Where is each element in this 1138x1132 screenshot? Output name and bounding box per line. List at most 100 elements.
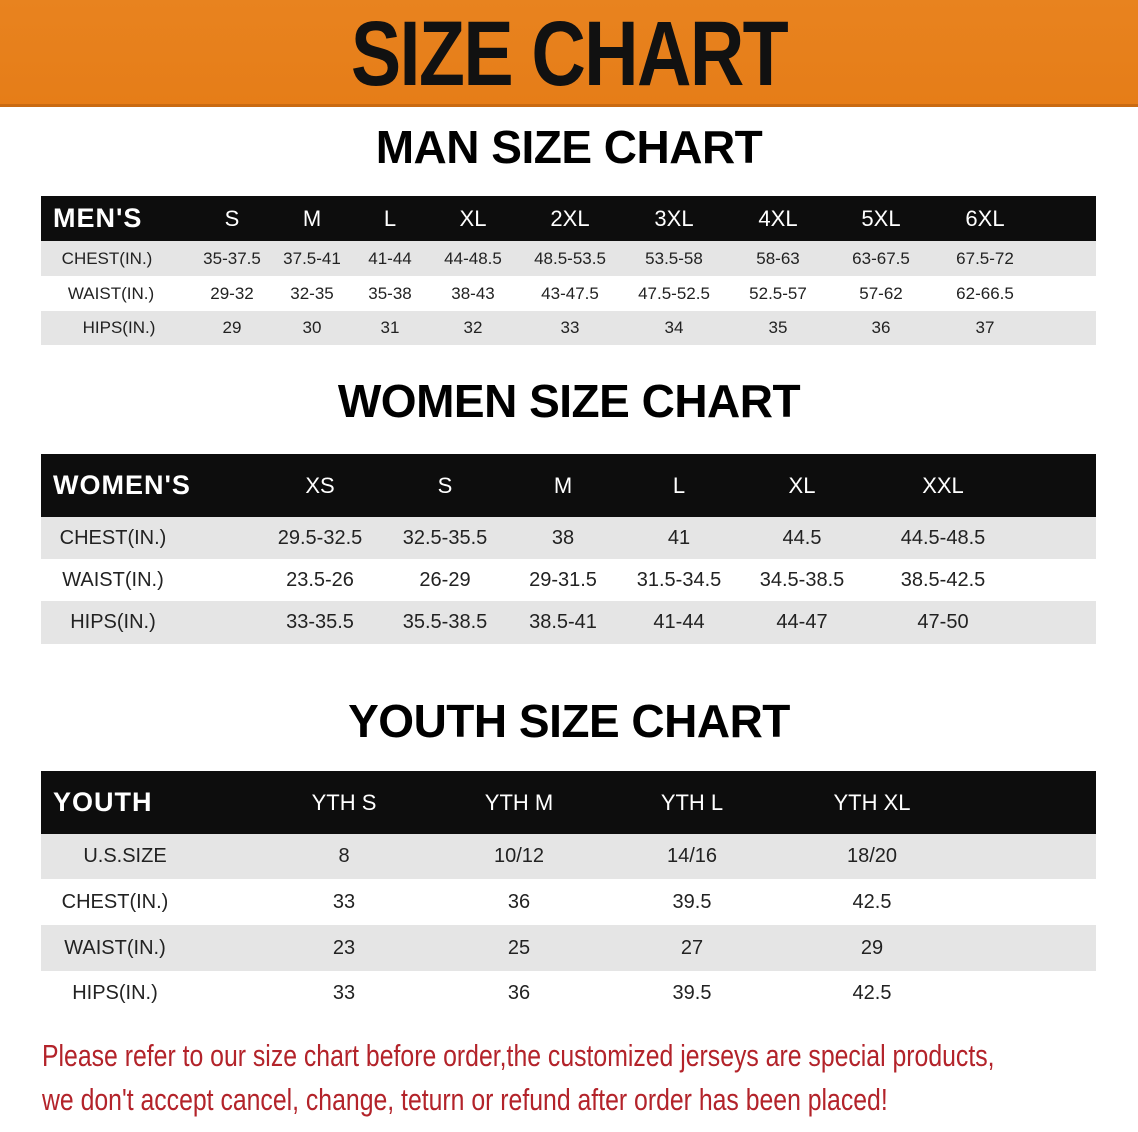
- size-header-cell: XXL: [922, 472, 964, 498]
- measurement-label: CHEST(IN.): [61, 248, 153, 268]
- size-header-cell: YTH L: [660, 789, 724, 815]
- table-cell: 44.5-48.5: [900, 526, 986, 549]
- table-cell: 33: [560, 318, 580, 337]
- table-cell: 41: [667, 526, 691, 549]
- measurement-label: WAIST(IN.): [62, 568, 164, 591]
- measurement-label: HIPS(IN.): [70, 611, 156, 633]
- size-header-cell: 2XL: [550, 205, 590, 231]
- table-row: U.S.SIZE 8 10/12 14/16 18/20: [41, 834, 1096, 879]
- measurement-label: HIPS(IN.): [82, 318, 156, 337]
- table-cell: 30: [302, 318, 322, 337]
- table-cell: 29: [860, 936, 884, 959]
- table-cell: 27: [680, 936, 704, 959]
- table-cell: 10/12: [493, 845, 545, 867]
- table-cell: 36: [507, 890, 531, 913]
- notice-line-1: Please refer to our size chart before or…: [42, 1038, 995, 1073]
- table-row: HIPS(IN.) 33 36 39.5 42.5: [41, 971, 1096, 1016]
- women-section-title: WOMEN SIZE CHART: [337, 375, 801, 427]
- table-cell: 18/20: [846, 845, 898, 867]
- table-row: CHEST(IN.) 33 36 39.5 42.5: [41, 879, 1096, 925]
- table-cell: 34.5-38.5: [759, 568, 845, 591]
- table-cell: 41-44: [368, 248, 412, 268]
- measurement-label: WAIST(IN.): [67, 283, 155, 303]
- size-header-cell: 5XL: [861, 205, 901, 231]
- table-cell: 35: [768, 318, 788, 337]
- size-header-cell: S: [224, 205, 240, 231]
- size-header-cell: XS: [305, 472, 335, 498]
- size-header-cell: 4XL: [758, 205, 798, 231]
- table-title-cell: MEN'S: [53, 203, 143, 233]
- table-cell: 23: [332, 936, 356, 959]
- size-header-cell: 3XL: [654, 205, 694, 231]
- table-cell: 29-31.5: [529, 568, 597, 591]
- table-header-row: YOUTH YTH S YTH M YTH L YTH XL: [41, 771, 1096, 834]
- youth-section-title: YOUTH SIZE CHART: [348, 695, 790, 747]
- table-cell: 23.5-26: [286, 568, 354, 591]
- table-row: HIPS(IN.) 33-35.5 35.5-38.5 38.5-41 41-44 44-…: [41, 601, 1096, 644]
- banner-title: SIZE CHART: [350, 3, 789, 105]
- size-header-cell: YTH M: [484, 789, 554, 815]
- table-cell: 33-35.5: [286, 611, 354, 633]
- table-cell: 8: [338, 845, 350, 867]
- notice-line-2: we don't accept cancel, change, teturn o…: [42, 1082, 888, 1117]
- table-title-cell: WOMEN'S: [53, 470, 191, 500]
- banner: SIZE CHART: [0, 0, 1138, 107]
- size-header-cell: YTH S: [311, 789, 377, 815]
- table-cell: 67.5-72: [956, 248, 1014, 268]
- size-header-cell: YTH XL: [833, 789, 911, 815]
- table-cell: 36: [871, 318, 891, 337]
- table-cell: 29: [222, 318, 242, 337]
- table-row: CHEST(IN.) 35-37.5 37.5-41 41-44 44-48.5 48.5…: [41, 241, 1096, 276]
- size-header-cell: XL: [459, 205, 487, 231]
- measurement-label: WAIST(IN.): [64, 936, 166, 959]
- table-cell: 63-67.5: [852, 248, 910, 268]
- table-cell: 33: [332, 982, 356, 1004]
- size-header-cell: L: [383, 205, 397, 231]
- table-cell: 38.5-41: [529, 611, 597, 633]
- table-cell: 37.5-41: [283, 248, 341, 268]
- table-row: HIPS(IN.) 29 30 31 32 33 34 35 36 37: [41, 311, 1096, 345]
- table-row: CHEST(IN.) 29.5-32.5 32.5-35.5 38 41 44.5 44.5…: [41, 517, 1096, 559]
- table-cell: 38-43: [451, 283, 495, 303]
- table-cell: 29-32: [210, 283, 254, 303]
- men-section-title: MAN SIZE CHART: [375, 121, 763, 173]
- measurement-label: CHEST(IN.): [61, 890, 169, 913]
- table-cell: 62-66.5: [956, 283, 1014, 303]
- table-cell: 43-47.5: [541, 283, 599, 303]
- table-cell: 53.5-58: [645, 248, 703, 268]
- table-cell: 57-62: [859, 283, 903, 303]
- table-cell: 33: [332, 890, 356, 913]
- table-row: WAIST(IN.) 29-32 32-35 35-38 38-43 43-47.5 47.…: [41, 276, 1096, 311]
- table-cell: 26-29: [419, 568, 471, 591]
- table-cell: 38: [551, 526, 575, 549]
- table-cell: 52.5-57: [749, 283, 807, 303]
- table-cell: 35-38: [368, 283, 412, 303]
- table-cell: 42.5: [852, 982, 892, 1004]
- table-header-row: WOMEN'S XS S M L XL XXL: [41, 454, 1096, 517]
- table-cell: 39.5: [672, 982, 712, 1004]
- table-cell: 41-44: [653, 611, 705, 633]
- table-cell: 58-63: [756, 248, 800, 268]
- table-title-cell: YOUTH: [53, 787, 153, 817]
- table-cell: 35.5-38.5: [402, 611, 488, 633]
- table-cell: 34: [664, 318, 684, 337]
- table-cell: 47-50: [917, 611, 969, 633]
- table-cell: 31: [380, 318, 400, 337]
- table-cell: 35-37.5: [203, 248, 261, 268]
- table-row: WAIST(IN.) 23 25 27 29: [41, 925, 1096, 971]
- table-cell: 42.5: [852, 890, 892, 913]
- size-header-cell: XL: [788, 472, 816, 498]
- size-header-cell: 6XL: [965, 205, 1005, 231]
- table-cell: 47.5-52.5: [638, 283, 710, 303]
- table-cell: 32: [463, 318, 483, 337]
- table-cell: 36: [507, 982, 531, 1004]
- table-cell: 25: [507, 936, 531, 959]
- table-row: WAIST(IN.) 23.5-26 26-29 29-31.5 31.5-34.5 34…: [41, 559, 1096, 601]
- size-header-cell: M: [302, 205, 322, 231]
- table-cell: 29.5-32.5: [277, 526, 363, 549]
- table-cell: 38.5-42.5: [900, 568, 986, 591]
- size-header-cell: S: [437, 472, 453, 498]
- table-header-row: MEN'S S M L XL 2XL 3XL 4XL 5XL 6XL: [41, 196, 1096, 241]
- table-cell: 14/16: [666, 845, 718, 867]
- table-cell: 44.5: [782, 526, 822, 549]
